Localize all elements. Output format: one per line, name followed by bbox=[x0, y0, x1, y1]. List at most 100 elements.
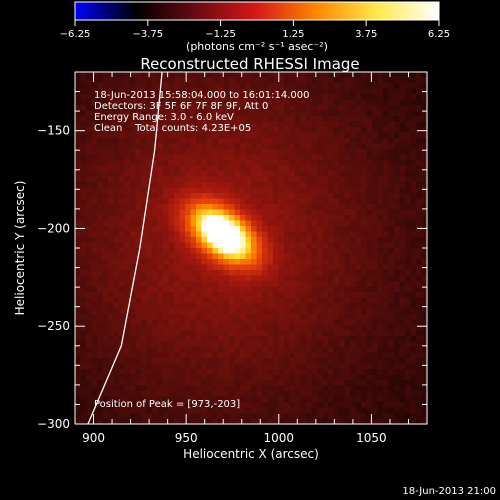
heatmap-cell bbox=[383, 286, 390, 293]
heatmap-cell bbox=[119, 259, 126, 266]
heatmap-cell bbox=[311, 132, 318, 139]
heatmap-cell bbox=[267, 391, 274, 398]
heatmap-cell bbox=[273, 270, 280, 277]
heatmap-cell bbox=[130, 380, 137, 387]
heatmap-cell bbox=[262, 226, 269, 233]
heatmap-cell bbox=[185, 99, 192, 106]
heatmap-cell bbox=[86, 99, 93, 106]
heatmap-cell bbox=[168, 88, 175, 95]
heatmap-cell bbox=[394, 72, 401, 79]
heatmap-cell bbox=[388, 341, 395, 348]
heatmap-cell bbox=[300, 380, 307, 387]
heatmap-cell bbox=[108, 248, 115, 255]
heatmap-cell bbox=[152, 264, 159, 271]
heatmap-cell bbox=[196, 418, 203, 424]
heatmap-cell bbox=[421, 281, 427, 288]
heatmap-cell bbox=[174, 105, 181, 112]
heatmap-cell bbox=[350, 176, 357, 183]
heatmap-cell bbox=[108, 88, 115, 95]
heatmap-cell bbox=[295, 226, 302, 233]
x-tick-label: 950 bbox=[175, 431, 198, 445]
heatmap-cell bbox=[157, 281, 164, 288]
heatmap-cell bbox=[267, 176, 274, 183]
heatmap-cell bbox=[152, 396, 159, 403]
heatmap-cell bbox=[383, 105, 390, 112]
heatmap-cell bbox=[218, 209, 225, 216]
heatmap-cell bbox=[355, 237, 362, 244]
heatmap-cell bbox=[405, 413, 412, 420]
heatmap-cell bbox=[300, 275, 307, 282]
heatmap-cell bbox=[245, 347, 252, 354]
heatmap-cell bbox=[300, 105, 307, 112]
heatmap-cell bbox=[328, 187, 335, 194]
heatmap-cell bbox=[80, 193, 87, 200]
heatmap-cell bbox=[135, 248, 142, 255]
heatmap-cell bbox=[190, 363, 197, 370]
heatmap-cell bbox=[102, 325, 109, 332]
heatmap-cell bbox=[339, 286, 346, 293]
heatmap-cell bbox=[163, 149, 170, 156]
heatmap-cell bbox=[251, 259, 258, 266]
heatmap-cell bbox=[245, 391, 252, 398]
heatmap-cell bbox=[75, 237, 82, 244]
heatmap-cell bbox=[333, 292, 340, 299]
heatmap-cell bbox=[75, 391, 82, 398]
heatmap-cell bbox=[355, 160, 362, 167]
heatmap-cell bbox=[234, 226, 241, 233]
heatmap-cell bbox=[141, 116, 148, 123]
heatmap-cell bbox=[306, 72, 313, 79]
heatmap-cell bbox=[97, 72, 104, 79]
heatmap-cell bbox=[300, 363, 307, 370]
heatmap-cell bbox=[174, 319, 181, 326]
heatmap-cell bbox=[146, 297, 153, 304]
heatmap-cell bbox=[388, 418, 395, 424]
heatmap-cell bbox=[212, 292, 219, 299]
heatmap-cell bbox=[262, 99, 269, 106]
heatmap-cell bbox=[174, 165, 181, 172]
heatmap-cell bbox=[113, 286, 120, 293]
heatmap-cell bbox=[251, 286, 258, 293]
heatmap-cell bbox=[157, 330, 164, 337]
heatmap-cell bbox=[284, 308, 291, 315]
heatmap-cell bbox=[207, 88, 214, 95]
heatmap-cell bbox=[394, 165, 401, 172]
heatmap-cell bbox=[190, 380, 197, 387]
heatmap-cell bbox=[245, 270, 252, 277]
heatmap-cell bbox=[366, 105, 373, 112]
heatmap-cell bbox=[383, 341, 390, 348]
heatmap-cell bbox=[223, 127, 230, 134]
heatmap-cell bbox=[157, 143, 164, 150]
heatmap-cell bbox=[113, 83, 120, 90]
heatmap-cell bbox=[317, 127, 324, 134]
heatmap-cell bbox=[234, 209, 241, 216]
heatmap-cell bbox=[300, 314, 307, 321]
heatmap-cell bbox=[306, 132, 313, 139]
heatmap-cell bbox=[344, 198, 351, 205]
heatmap-cell bbox=[377, 176, 384, 183]
heatmap-cell bbox=[124, 402, 131, 409]
heatmap-cell bbox=[185, 242, 192, 249]
heatmap-cell bbox=[135, 292, 142, 299]
heatmap-cell bbox=[190, 369, 197, 376]
heatmap-cell bbox=[185, 275, 192, 282]
heatmap-cell bbox=[240, 347, 247, 354]
heatmap-cell bbox=[306, 396, 313, 403]
heatmap-cell bbox=[394, 160, 401, 167]
heatmap-cell bbox=[267, 209, 274, 216]
heatmap-cell bbox=[377, 308, 384, 315]
heatmap-cell bbox=[229, 182, 236, 189]
heatmap-cell bbox=[416, 314, 423, 321]
heatmap-cell bbox=[179, 105, 186, 112]
heatmap-cell bbox=[289, 215, 296, 222]
heatmap-cell bbox=[300, 248, 307, 255]
heatmap-cell bbox=[146, 176, 153, 183]
heatmap-cell bbox=[102, 77, 109, 84]
heatmap-cell bbox=[190, 286, 197, 293]
heatmap-cell bbox=[201, 341, 208, 348]
heatmap-cell bbox=[102, 72, 109, 79]
heatmap-cell bbox=[251, 77, 258, 84]
heatmap-cell bbox=[262, 319, 269, 326]
heatmap-cell bbox=[229, 402, 236, 409]
heatmap-cell bbox=[102, 88, 109, 95]
heatmap-cell bbox=[152, 358, 159, 365]
